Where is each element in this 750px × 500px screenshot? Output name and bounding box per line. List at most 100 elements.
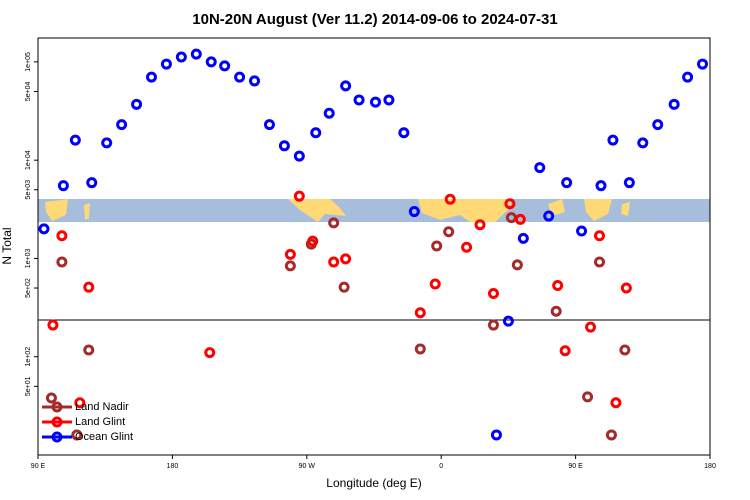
data-point (511, 259, 523, 271)
data-point (86, 177, 98, 189)
data-point (369, 96, 381, 108)
data-point (249, 75, 261, 87)
data-point (338, 281, 350, 293)
data-point (668, 98, 680, 110)
data-point (323, 107, 335, 119)
data-point (340, 80, 352, 92)
data-point (307, 235, 319, 247)
data-point (559, 345, 571, 357)
x-tick-label: 90 E (568, 463, 583, 470)
x-axis-label: Longitude (deg E) (326, 476, 421, 490)
data-point (502, 315, 514, 327)
data-point (576, 225, 588, 237)
data-point (175, 51, 187, 63)
map-band (38, 199, 710, 222)
data-point (682, 71, 694, 83)
data-point (293, 190, 305, 202)
data-point (623, 177, 635, 189)
data-point (414, 307, 426, 319)
data-point (582, 391, 594, 403)
data-point (431, 240, 443, 252)
data-point (353, 94, 365, 106)
data-point (517, 232, 529, 244)
data-point (607, 134, 619, 146)
data-point (101, 137, 113, 149)
data-point (652, 119, 664, 131)
data-point (637, 137, 649, 149)
data-point (444, 193, 456, 205)
y-tick-label: 5e+01 (25, 376, 32, 396)
data-point (293, 150, 305, 162)
data-point (585, 321, 597, 333)
data-point (74, 397, 86, 409)
data-point (328, 217, 340, 229)
legend-marker (51, 401, 63, 413)
chart-title: 10N-20N August (Ver 11.2) 2014-09-06 to … (192, 11, 557, 28)
data-point (38, 223, 50, 235)
data-point (593, 230, 605, 242)
data-point (190, 48, 202, 60)
data-point (340, 253, 352, 265)
data-point (204, 347, 216, 359)
x-tick-label: 90 E (31, 463, 46, 470)
data-point (71, 429, 83, 441)
data-point (474, 219, 486, 231)
data-point (57, 180, 69, 192)
y-tick-label: 1e+05 (25, 52, 32, 72)
legend-label: Ocean Glint (75, 431, 133, 443)
data-point (595, 180, 607, 192)
data-point (145, 71, 157, 83)
data-point (83, 344, 95, 356)
data-point (619, 344, 631, 356)
data-point (550, 305, 562, 317)
y-tick-label: 5e+03 (25, 180, 32, 200)
data-point (697, 58, 709, 70)
x-tick-label: 180 (167, 463, 179, 470)
data-point (443, 226, 455, 238)
data-point (205, 56, 217, 68)
data-point (383, 94, 395, 106)
y-tick-label: 1e+02 (25, 347, 32, 367)
x-tick-label: 180 (704, 463, 716, 470)
data-point (83, 281, 95, 293)
data-point (278, 140, 290, 152)
data-point (487, 319, 499, 331)
data-point (234, 71, 246, 83)
data-point (328, 256, 340, 268)
data-point (490, 429, 502, 441)
data-point (620, 282, 632, 294)
data-point (219, 60, 231, 72)
data-point (561, 177, 573, 189)
data-point (429, 278, 441, 290)
data-point (504, 198, 516, 210)
data-point (56, 256, 68, 268)
y-axis-label: N Total (0, 227, 14, 264)
data-point (56, 230, 68, 242)
y-tick-label: 1e+04 (25, 150, 32, 170)
data-point (552, 280, 564, 292)
legend-label: Land Nadir (75, 401, 129, 413)
data-point (461, 241, 473, 253)
data-point (263, 119, 275, 131)
data-point (593, 256, 605, 268)
y-tick-label: 1e+03 (25, 249, 32, 269)
data-point (284, 248, 296, 260)
x-tick-label: 90 W (299, 463, 316, 470)
legend-marker (51, 431, 63, 443)
data-point (487, 287, 499, 299)
legend-label: Land Glint (75, 416, 125, 428)
data-point (45, 392, 57, 404)
data-point (543, 210, 555, 222)
data-point (408, 206, 420, 218)
data-point (116, 119, 128, 131)
data-point (284, 260, 296, 272)
data-point (69, 134, 81, 146)
data-point (160, 58, 172, 70)
y-tick-label: 5e+04 (25, 82, 32, 102)
data-point (47, 319, 59, 331)
y-tick-label: 5e+02 (25, 278, 32, 298)
data-point (610, 397, 622, 409)
data-point (310, 127, 322, 139)
data-point (414, 343, 426, 355)
